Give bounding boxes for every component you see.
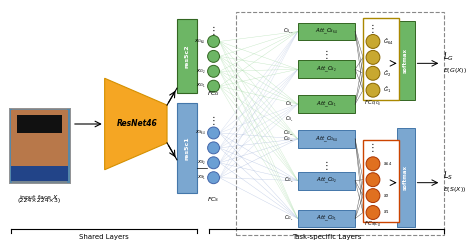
Bar [298, 95, 355, 113]
Bar [363, 140, 399, 222]
Bar [298, 23, 355, 40]
Text: $Att\_C_{G_1}$: $Att\_C_{G_1}$ [316, 214, 337, 223]
Text: $\hat{G}_1$: $\hat{G}_1$ [383, 85, 391, 95]
Bar [17, 118, 62, 173]
Text: ⋮: ⋮ [368, 143, 378, 153]
Text: $s_1$: $s_1$ [383, 209, 390, 217]
Circle shape [366, 34, 380, 48]
Text: Shared Layers: Shared Layers [79, 234, 128, 240]
Bar [177, 103, 197, 193]
Circle shape [208, 142, 219, 154]
Text: $Att\_C_{G_2}$: $Att\_C_{G_2}$ [316, 176, 337, 185]
Circle shape [208, 157, 219, 169]
Circle shape [366, 157, 380, 171]
Bar [9, 108, 70, 183]
Text: $L_S$: $L_S$ [443, 169, 454, 182]
Text: $C_{S_1}$: $C_{S_1}$ [285, 114, 294, 124]
Text: $Att\_C_{G_{64}}$: $Att\_C_{G_{64}}$ [315, 134, 338, 144]
Text: $x_{S_1}$: $x_{S_1}$ [197, 173, 206, 182]
Text: $Att\_C_{S_2}$: $Att\_C_{S_2}$ [316, 65, 337, 74]
Bar [10, 110, 68, 181]
Text: ⋮: ⋮ [209, 26, 219, 35]
Circle shape [366, 206, 380, 219]
Bar [298, 210, 355, 227]
Bar [10, 166, 68, 181]
Bar [298, 60, 355, 78]
Polygon shape [105, 78, 167, 170]
Text: ⋮: ⋮ [209, 116, 219, 126]
Circle shape [208, 127, 219, 139]
Text: ⋮: ⋮ [368, 24, 378, 33]
Text: ⋮: ⋮ [321, 161, 331, 171]
Text: $FC_{S|C_G}$: $FC_{S|C_G}$ [364, 219, 382, 228]
Circle shape [366, 83, 380, 97]
Text: ⋮: ⋮ [321, 50, 331, 60]
Circle shape [366, 173, 380, 187]
Text: $FC_{G|C_S}$: $FC_{G|C_S}$ [364, 98, 382, 107]
Text: softmax: softmax [403, 48, 408, 73]
Text: $C_{G_2}$: $C_{G_2}$ [284, 176, 294, 186]
Circle shape [208, 35, 219, 47]
Circle shape [208, 50, 219, 62]
Circle shape [366, 66, 380, 80]
Text: Task-specific Layers: Task-specific Layers [292, 234, 361, 240]
Text: $FC_S$: $FC_S$ [207, 195, 220, 204]
Bar [9, 108, 70, 183]
Bar [298, 172, 355, 190]
Circle shape [366, 189, 380, 203]
Text: $x_{S_{64}}$: $x_{S_{64}}$ [195, 129, 206, 137]
Text: $s_{64}$: $s_{64}$ [383, 160, 392, 168]
Text: $FC_G$: $FC_G$ [207, 89, 220, 98]
Bar [17, 115, 62, 133]
Text: $x_{G_2}$: $x_{G_2}$ [196, 67, 206, 76]
Text: $C_{G_{64}}$: $C_{G_{64}}$ [283, 134, 294, 144]
Circle shape [208, 65, 219, 77]
Text: $L_G$: $L_G$ [443, 50, 454, 63]
Bar [397, 128, 415, 227]
Text: input face $X$: input face $X$ [19, 193, 59, 202]
Text: $C_{G_1}$: $C_{G_1}$ [284, 214, 294, 223]
Text: $C_{S_{64}}$: $C_{S_{64}}$ [283, 27, 294, 36]
Text: $E(S(X))$: $E(S(X))$ [443, 185, 466, 194]
Circle shape [208, 80, 219, 92]
Bar [363, 18, 399, 100]
Bar [9, 108, 70, 183]
Text: $x_{S_2}$: $x_{S_2}$ [197, 158, 206, 167]
Text: ResNet46: ResNet46 [117, 120, 158, 128]
Circle shape [208, 172, 219, 184]
Text: $E(G(X))$: $E(G(X))$ [443, 66, 467, 75]
Bar [11, 108, 67, 183]
Text: softmax: softmax [403, 165, 408, 190]
Text: $Att\_C_{S_{64}}$: $Att\_C_{S_{64}}$ [315, 27, 338, 36]
Text: $\hat{G}_2$: $\hat{G}_2$ [383, 68, 391, 79]
Text: $\hat{G}_{64}$: $\hat{G}_{64}$ [383, 36, 393, 47]
Text: $s_2$: $s_2$ [383, 192, 390, 200]
Text: $Att\_C_{S_1}$: $Att\_C_{S_1}$ [316, 99, 337, 109]
Text: $x_{G_1}$: $x_{G_1}$ [196, 82, 206, 91]
Bar [237, 12, 444, 235]
Circle shape [366, 50, 380, 64]
Text: res5c1: res5c1 [184, 136, 189, 160]
Text: (224×224×3): (224×224×3) [18, 198, 61, 203]
Text: $x_{G_{64}}$: $x_{G_{64}}$ [194, 37, 206, 46]
Bar [177, 19, 197, 93]
Bar [397, 21, 415, 100]
Bar [298, 130, 355, 148]
Bar [14, 118, 65, 138]
Text: $C_{G_{64}}$: $C_{G_{64}}$ [283, 128, 294, 138]
Text: res5c2: res5c2 [184, 45, 189, 68]
Text: $C_{S_2}$: $C_{S_2}$ [285, 99, 294, 109]
